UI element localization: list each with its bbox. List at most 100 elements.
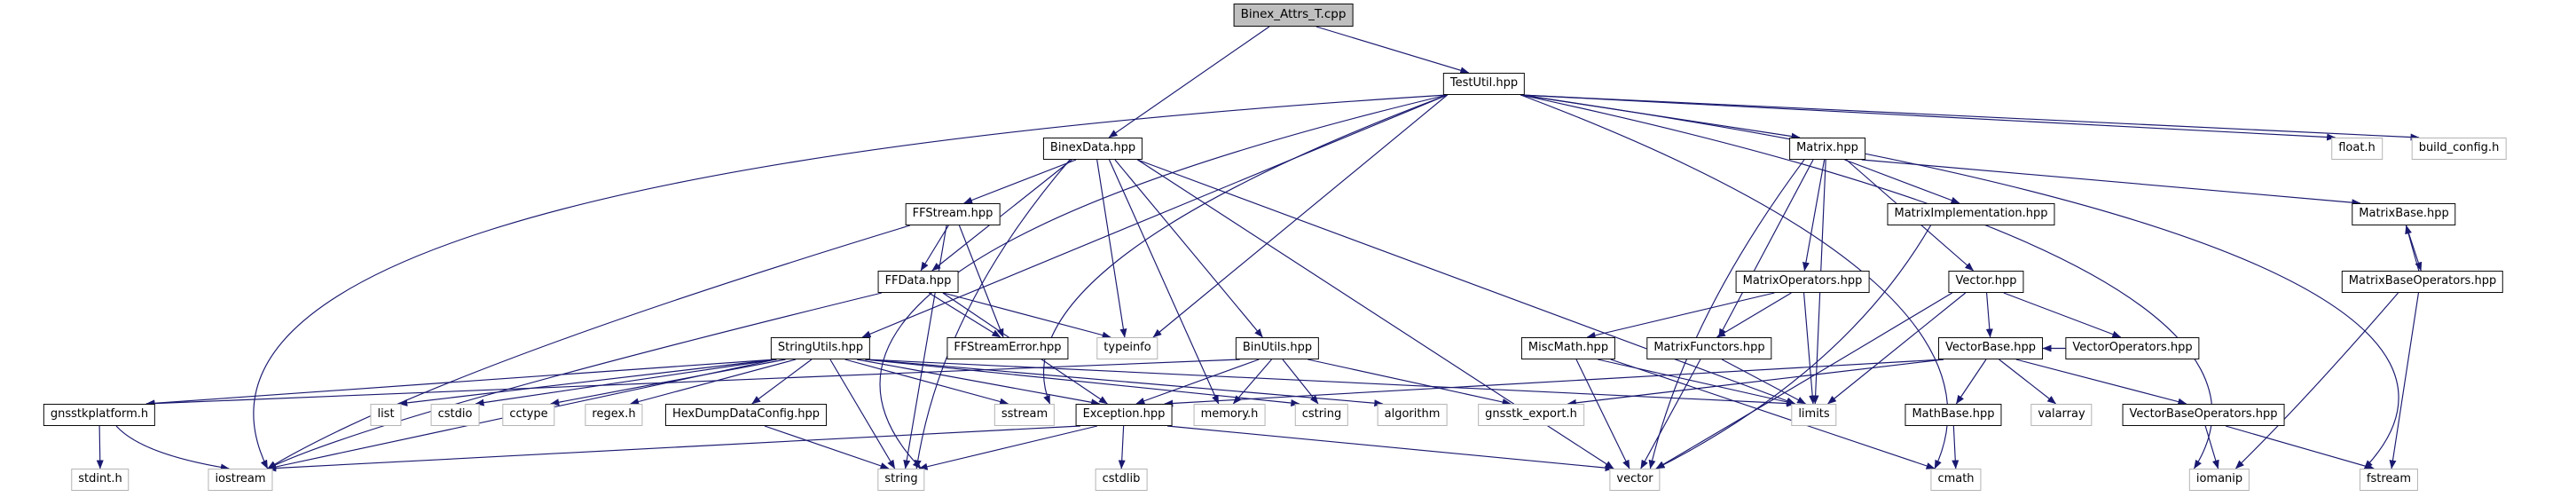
node-valarray[interactable]: valarray: [2030, 404, 2093, 427]
edge: [398, 359, 776, 406]
edge: [844, 359, 1009, 406]
edge: [630, 359, 797, 406]
edge: [1952, 425, 1959, 469]
edge: [751, 359, 813, 405]
node-cstdlib[interactable]: cstdlib: [1095, 469, 1148, 492]
edge: [96, 425, 104, 469]
node-float_h[interactable]: float.h: [2331, 138, 2383, 161]
edge: [267, 292, 883, 469]
edge: [1042, 94, 1448, 405]
edge: [958, 225, 1004, 338]
edge: [2015, 359, 2187, 406]
node-binexdata[interactable]: BinexData.hpp: [1042, 138, 1143, 161]
node-matrixbase[interactable]: MatrixBase.hpp: [2352, 203, 2456, 226]
edge: [1575, 359, 1630, 469]
edge: [1802, 292, 1817, 405]
edge: [475, 359, 777, 406]
edge: [1520, 94, 2336, 141]
node-sstream[interactable]: sstream: [993, 404, 1056, 427]
node-matrixops[interactable]: MatrixOperators.hpp: [1735, 271, 1870, 294]
node-gnsstk_export[interactable]: gnsstk_export.h: [1478, 404, 1584, 427]
edge: [856, 359, 1101, 406]
edge: [145, 359, 776, 407]
edge: [914, 159, 1071, 469]
node-cmath[interactable]: cmath: [1930, 469, 1982, 492]
node-gnsstkplatform[interactable]: gnsstkplatform.h: [43, 404, 156, 427]
node-ffstream[interactable]: FFStream.hpp: [905, 203, 1001, 226]
node-vectorbase[interactable]: VectorBase.hpp: [1938, 337, 2043, 360]
edge: [931, 159, 1072, 272]
node-algorithm[interactable]: algorithm: [1377, 404, 1448, 427]
node-testutil[interactable]: TestUtil.hpp: [1442, 73, 1526, 96]
edge: [1610, 359, 1936, 469]
edge: [1152, 94, 1448, 338]
node-mathbase[interactable]: MathBase.hpp: [1905, 404, 2002, 427]
node-matrix[interactable]: Matrix.hpp: [1789, 138, 1865, 161]
edge: [1108, 159, 1220, 405]
node-regex_h[interactable]: regex.h: [585, 404, 643, 427]
edge: [1985, 292, 1993, 338]
node-ffstreamerror[interactable]: FFStreamError.hpp: [946, 337, 1069, 360]
node-vector_hpp[interactable]: Vector.hpp: [1948, 271, 2024, 294]
node-vectorbaseops[interactable]: VectorBaseOperators.hpp: [2122, 404, 2285, 427]
node-vectorops[interactable]: VectorOperators.hpp: [2065, 337, 2200, 360]
node-string[interactable]: string: [877, 469, 925, 492]
edge: [1096, 159, 1127, 338]
node-cstring[interactable]: cstring: [1294, 404, 1349, 427]
edge: [1114, 159, 1263, 338]
node-stdint[interactable]: stdint.h: [71, 469, 130, 492]
node-vector_std[interactable]: vector: [1609, 469, 1661, 492]
edge: [1827, 292, 1967, 405]
node-iostream[interactable]: iostream: [208, 469, 273, 492]
edge: [865, 359, 1384, 407]
edge: [145, 359, 1240, 407]
edge: [1716, 292, 1792, 338]
node-hexdump[interactable]: HexDumpDataConfig.hpp: [664, 404, 828, 427]
node-cstdio[interactable]: cstdio: [430, 404, 480, 427]
edge: [1308, 359, 1512, 406]
edge: [1844, 159, 1960, 204]
node-binutils[interactable]: BinUtils.hpp: [1235, 337, 1320, 360]
edge: [963, 159, 1077, 204]
node-matrixfunctors[interactable]: MatrixFunctors.hpp: [1646, 337, 1772, 360]
edge: [1640, 359, 1701, 469]
node-matrixbaseops[interactable]: MatrixBaseOperators.hpp: [2341, 271, 2504, 294]
edge: [1598, 359, 1796, 406]
edge: [1282, 359, 1319, 405]
edge: [918, 425, 1098, 470]
edge: [1586, 292, 1775, 339]
edge: [1655, 292, 1953, 469]
edge: [1118, 425, 1126, 469]
node-stringutils[interactable]: StringUtils.hpp: [770, 337, 871, 360]
node-typeinfo[interactable]: typeinfo: [1096, 337, 1158, 360]
node-memory_h[interactable]: memory.h: [1193, 404, 1266, 427]
edge: [115, 425, 230, 471]
edge: [2405, 225, 2420, 272]
node-iomanip[interactable]: iomanip: [2188, 469, 2250, 492]
node-cctype[interactable]: cctype: [502, 404, 555, 427]
edge: [2234, 292, 2399, 469]
edge: [2389, 292, 2420, 469]
edge: [2003, 292, 2122, 338]
edge: [928, 292, 1001, 338]
node-build_config[interactable]: build_config.h: [2411, 138, 2507, 161]
node-ffdata[interactable]: FFData.hpp: [877, 271, 959, 294]
node-fstream[interactable]: fstream: [2359, 469, 2419, 492]
edge: [943, 292, 1111, 339]
node-matriximpl[interactable]: MatrixImplementation.hpp: [1887, 203, 2055, 226]
node-miscmath[interactable]: MiscMath.hpp: [1520, 337, 1616, 360]
edge: [2204, 425, 2219, 469]
node-exception[interactable]: Exception.hpp: [1075, 404, 1173, 427]
edge: [1802, 159, 1826, 272]
node-list[interactable]: list: [370, 404, 402, 427]
node-limits[interactable]: limits: [1791, 404, 1837, 427]
node-binex_attrs_t_cpp[interactable]: Binex_Attrs_T.cpp: [1233, 4, 1354, 27]
edge: [1520, 94, 1949, 469]
edge: [1164, 359, 1944, 407]
edge: [1955, 359, 1987, 405]
edge: [1655, 225, 1932, 469]
edge: [2225, 425, 2375, 470]
edge: [267, 425, 1080, 472]
edge: [1999, 359, 2056, 405]
